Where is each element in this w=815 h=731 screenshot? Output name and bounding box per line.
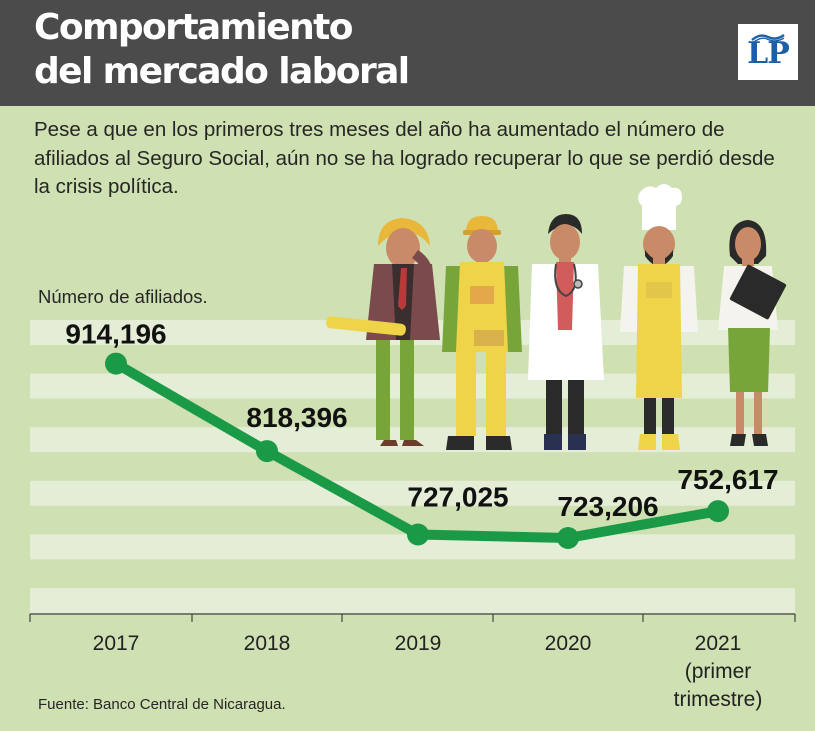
- chef-icon: [620, 184, 698, 450]
- x-tick-label: 2018: [244, 632, 291, 655]
- flag-icon: [751, 34, 785, 42]
- title-line-1: Comportamiento: [34, 7, 353, 48]
- x-tick-label: trimestre): [674, 688, 763, 711]
- office-worker-icon: [718, 220, 787, 446]
- x-tick-label: 2019: [395, 632, 442, 655]
- data-label: 818,396: [246, 402, 347, 433]
- grid-band: [30, 480, 795, 506]
- logo-text: LP: [747, 36, 790, 71]
- data-point: [105, 352, 127, 375]
- x-tick-label: (primer: [685, 660, 752, 683]
- data-point: [707, 500, 729, 523]
- data-point: [256, 440, 278, 463]
- x-tick-label: 2017: [93, 632, 140, 655]
- worker-with-phone-icon: [326, 218, 440, 446]
- data-label: 914,196: [65, 319, 166, 350]
- title-line-2: del mercado laboral: [34, 51, 410, 92]
- data-label: 723,206: [557, 491, 658, 522]
- y-axis-label: Número de afiliados.: [38, 286, 208, 307]
- grid-band: [30, 588, 795, 613]
- data-point: [557, 527, 579, 550]
- subtitle: Pese a que en los primeros tres meses de…: [34, 118, 775, 198]
- data-label: 727,025: [407, 482, 508, 513]
- x-tick-label: 2021: [695, 632, 742, 655]
- lp-logo: LP: [738, 24, 798, 80]
- construction-worker-icon: [442, 216, 522, 450]
- data-point: [407, 523, 429, 546]
- data-label: 752,617: [677, 464, 778, 495]
- x-tick-label: 2020: [545, 632, 592, 655]
- page-title: Comportamiento del mercado laboral: [34, 6, 594, 94]
- header-bar: [0, 0, 815, 106]
- doctor-icon: [528, 214, 604, 450]
- source-note: Fuente: Banco Central de Nicaragua.: [38, 696, 286, 713]
